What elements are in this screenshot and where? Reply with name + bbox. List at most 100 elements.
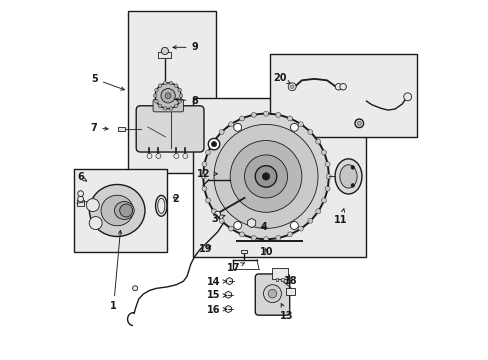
Circle shape: [154, 99, 158, 103]
Circle shape: [161, 47, 168, 54]
Circle shape: [228, 122, 233, 127]
Circle shape: [350, 184, 354, 187]
Circle shape: [201, 174, 205, 179]
Circle shape: [228, 226, 233, 231]
Circle shape: [211, 209, 216, 214]
Circle shape: [263, 111, 268, 116]
Circle shape: [298, 226, 303, 231]
Circle shape: [174, 84, 178, 87]
Circle shape: [153, 94, 157, 98]
Circle shape: [263, 285, 281, 303]
Text: 19: 19: [199, 244, 212, 254]
Circle shape: [183, 153, 187, 158]
Text: 5: 5: [91, 74, 124, 90]
Circle shape: [275, 112, 280, 117]
Circle shape: [325, 186, 329, 191]
Circle shape: [315, 209, 320, 214]
Circle shape: [161, 89, 175, 103]
Circle shape: [214, 125, 317, 228]
Circle shape: [158, 104, 162, 108]
Circle shape: [163, 107, 167, 110]
Circle shape: [290, 123, 298, 131]
Text: 9: 9: [173, 42, 198, 52]
Circle shape: [174, 104, 178, 108]
Circle shape: [321, 150, 326, 155]
Text: 14: 14: [207, 277, 226, 287]
Circle shape: [178, 88, 181, 92]
Bar: [128, 12, 215, 173]
Circle shape: [208, 138, 219, 150]
Circle shape: [356, 121, 361, 126]
Circle shape: [78, 196, 83, 202]
Text: 2: 2: [172, 194, 179, 204]
Circle shape: [239, 116, 244, 121]
Bar: [77, 201, 84, 206]
Bar: [74, 169, 167, 252]
Text: 13: 13: [280, 303, 293, 320]
Circle shape: [155, 83, 181, 109]
Circle shape: [205, 198, 210, 203]
Circle shape: [120, 204, 132, 217]
Circle shape: [290, 85, 293, 89]
Circle shape: [156, 153, 161, 158]
Bar: [192, 98, 366, 257]
Circle shape: [178, 99, 181, 103]
Text: 6: 6: [77, 172, 86, 182]
FancyBboxPatch shape: [255, 274, 289, 315]
Bar: [158, 51, 171, 58]
Circle shape: [335, 84, 341, 90]
Text: 15: 15: [207, 291, 226, 301]
Circle shape: [205, 150, 210, 155]
Circle shape: [307, 218, 312, 223]
Circle shape: [239, 232, 244, 237]
Circle shape: [233, 221, 241, 229]
Circle shape: [202, 162, 206, 167]
Bar: [285, 288, 294, 296]
Circle shape: [244, 155, 287, 198]
Circle shape: [315, 139, 320, 144]
Circle shape: [174, 153, 179, 158]
Text: 16: 16: [207, 305, 226, 315]
Circle shape: [339, 84, 346, 90]
Ellipse shape: [89, 184, 144, 237]
Circle shape: [169, 107, 172, 110]
Text: 20: 20: [272, 73, 290, 84]
Circle shape: [214, 211, 220, 217]
Text: 8: 8: [175, 96, 198, 106]
Circle shape: [132, 286, 137, 291]
Circle shape: [147, 153, 152, 158]
Circle shape: [287, 83, 296, 91]
FancyBboxPatch shape: [136, 106, 203, 152]
Circle shape: [165, 93, 171, 99]
Circle shape: [211, 139, 216, 144]
Circle shape: [255, 166, 276, 187]
Text: 18: 18: [283, 276, 297, 286]
Circle shape: [350, 166, 354, 169]
Circle shape: [158, 84, 162, 87]
Circle shape: [263, 237, 268, 242]
Circle shape: [307, 130, 312, 135]
Circle shape: [290, 221, 298, 229]
Circle shape: [325, 162, 329, 167]
Text: 4: 4: [260, 222, 267, 232]
Text: 11: 11: [333, 209, 346, 225]
Circle shape: [251, 235, 256, 240]
Text: 17: 17: [226, 263, 244, 273]
Bar: [117, 127, 125, 131]
Circle shape: [86, 199, 99, 212]
Circle shape: [230, 140, 301, 212]
Bar: [269, 54, 416, 137]
Ellipse shape: [334, 159, 361, 194]
Circle shape: [203, 114, 328, 239]
Circle shape: [169, 81, 172, 85]
Text: 10: 10: [260, 247, 273, 257]
Bar: [275, 278, 277, 281]
Text: 12: 12: [197, 169, 217, 179]
Circle shape: [287, 232, 292, 237]
Circle shape: [298, 122, 303, 127]
Circle shape: [219, 218, 224, 223]
Circle shape: [219, 130, 224, 135]
Bar: [241, 249, 246, 253]
Text: 1: 1: [110, 230, 122, 311]
Circle shape: [275, 235, 280, 240]
